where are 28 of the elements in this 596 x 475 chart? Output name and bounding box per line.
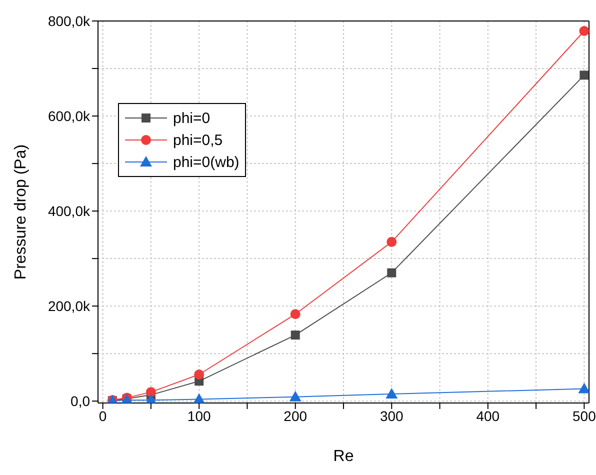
x-axis-title: Re (333, 448, 354, 465)
point (193, 393, 206, 403)
legend-label: phi=0,5 (173, 132, 223, 148)
point (386, 236, 397, 247)
point (579, 26, 589, 36)
y-tick-label: 200,0k (48, 298, 91, 314)
legend-label: phi=0(wb) (173, 154, 240, 170)
x-tick-label: 100 (187, 408, 211, 424)
y-tick-label: 400,0k (48, 203, 91, 220)
point (387, 268, 396, 278)
x-tick-label: 200 (284, 408, 308, 424)
y-tick-label: 800,0k (48, 12, 91, 29)
point (578, 382, 589, 394)
point (290, 309, 300, 320)
y-axis-title: Pressure drop (Pa) (12, 144, 30, 280)
point (290, 330, 300, 340)
point (194, 369, 204, 380)
x-tick-label: 400 (476, 408, 500, 424)
point (146, 387, 156, 398)
point (289, 390, 302, 402)
y-tick-label: 0,0 (70, 393, 90, 410)
legend-label: phi=0 (173, 110, 210, 126)
point (580, 70, 589, 80)
y-tick-label: 600,0k (48, 108, 91, 124)
x-tick-label: 0 (98, 408, 107, 424)
x-tick-label: 500 (572, 408, 596, 424)
point (386, 388, 398, 398)
x-tick-label: 300 (380, 408, 404, 424)
